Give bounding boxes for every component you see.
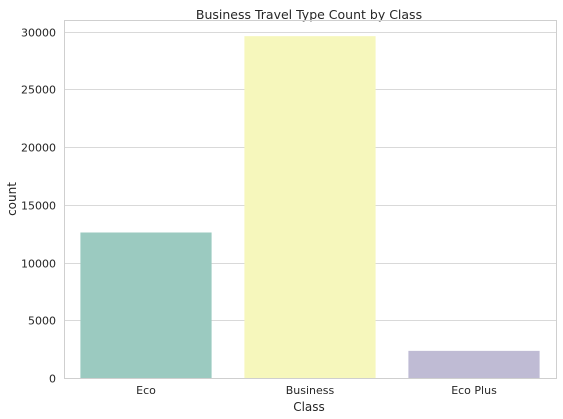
bar-eco-plus <box>408 350 540 378</box>
bar-eco <box>80 232 212 378</box>
y-axis-label: count <box>5 182 19 216</box>
x-tick-label: Business <box>286 384 335 397</box>
chart-title: Business Travel Type Count by Class <box>196 7 422 22</box>
x-tick-labels: Eco Business Eco Plus <box>136 384 497 397</box>
y-tick-label: 25000 <box>21 84 56 97</box>
y-tick-label: 30000 <box>21 27 56 40</box>
plot-frame <box>64 20 557 379</box>
y-tick-label: 10000 <box>21 258 56 271</box>
y-tick-label: 15000 <box>21 200 56 213</box>
bars <box>80 36 540 378</box>
y-tick-labels: 0 5000 10000 15000 20000 25000 30000 <box>21 27 56 386</box>
y-tick-label: 20000 <box>21 142 56 155</box>
y-tick-label: 0 <box>49 373 56 386</box>
x-tick-label: Eco Plus <box>451 384 497 397</box>
x-tick-label: Eco <box>136 384 156 397</box>
bar-business <box>244 36 376 378</box>
y-tick-label: 5000 <box>28 315 56 328</box>
x-axis-label: Class <box>293 400 325 414</box>
